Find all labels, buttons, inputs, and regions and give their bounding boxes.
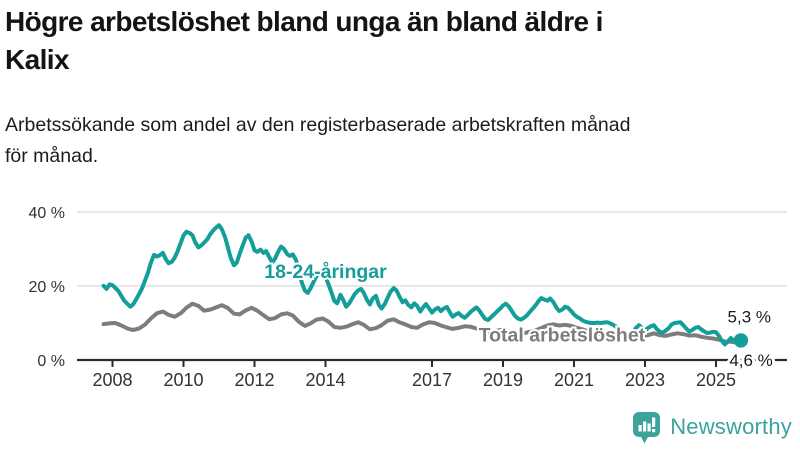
y-axis-tick-label: 20 % [29, 279, 65, 296]
x-axis-tick-label: 2010 [163, 370, 203, 390]
series-end-dot [733, 333, 749, 348]
brand-name: Newsworthy [670, 414, 792, 439]
page-subtitle: Arbetssökande som andel av den registerb… [5, 114, 631, 167]
y-axis-tick-label: 0 % [37, 353, 65, 370]
x-axis-tick-label: 2008 [92, 370, 132, 390]
end-value-label: 4,6 % [729, 351, 772, 370]
x-axis-tick-label: 2021 [554, 370, 594, 390]
logo-bubble-tail [640, 435, 650, 444]
y-axis-tick-label: 40 % [29, 205, 65, 222]
x-axis-tick-label: 2023 [625, 370, 665, 390]
logo-bar-3 [647, 423, 651, 432]
x-axis-tick-label: 2017 [412, 370, 452, 390]
x-axis-tick-label: 2019 [483, 370, 523, 390]
newsworthy-logo: Newsworthy [632, 410, 792, 444]
logo-bar-1 [638, 425, 642, 432]
series-youth-18-24 [101, 223, 743, 347]
x-axis-tick-label: 2014 [305, 370, 345, 390]
series-label: 18-24-åringar [264, 260, 387, 283]
newsworthy-speech-bubble-bar-chart-icon [633, 412, 661, 444]
x-axis-tick-label: 2025 [696, 370, 736, 390]
logo-bubble [633, 412, 661, 437]
page-title: Högre arbetslöshet bland unga än bland ä… [5, 6, 603, 75]
x-axis-tick-label: 2012 [234, 370, 274, 390]
logo-exclamation-bar [652, 417, 656, 427]
logo-exclamation-dot [652, 429, 656, 433]
logo-bar-2 [643, 421, 647, 432]
series-label: Total arbetslöshet [479, 324, 646, 346]
end-value-label: 5,3 % [728, 307, 771, 326]
series-total-unemployment [101, 301, 743, 345]
